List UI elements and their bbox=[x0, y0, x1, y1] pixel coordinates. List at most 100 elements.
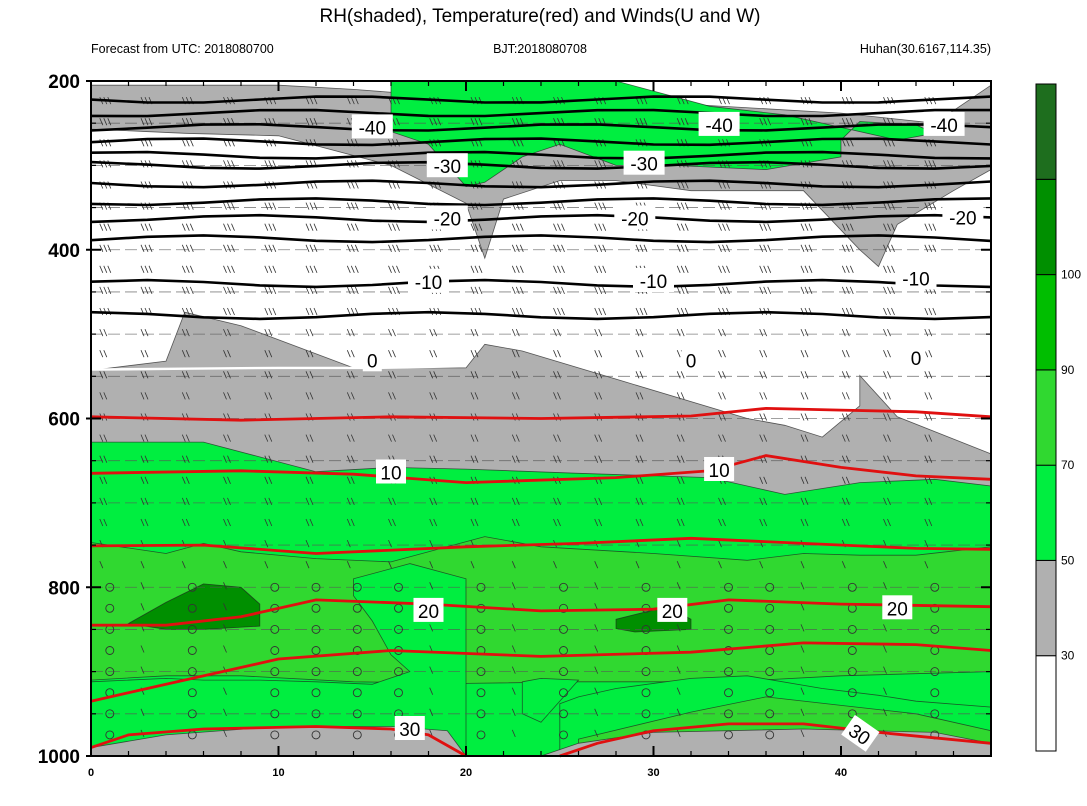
wind-barb bbox=[268, 392, 273, 400]
wind-barb bbox=[763, 371, 768, 379]
wind-barb bbox=[891, 223, 895, 231]
wind-barb bbox=[845, 118, 850, 126]
contour-label-box bbox=[942, 204, 984, 229]
wind-barb bbox=[474, 244, 479, 252]
isotherm-black bbox=[90, 150, 992, 160]
wind-barb bbox=[676, 434, 681, 442]
wind-barb bbox=[268, 434, 273, 442]
wind-barb bbox=[223, 160, 227, 168]
calm-wind-marker bbox=[105, 709, 115, 719]
wind-barb bbox=[676, 729, 681, 738]
wind-barb bbox=[928, 497, 933, 506]
wind-barb bbox=[392, 350, 396, 358]
wind-barb bbox=[107, 223, 112, 231]
x-tick-label: 40 bbox=[835, 767, 847, 779]
wind-barb bbox=[99, 476, 104, 484]
isotherm-red bbox=[90, 725, 467, 758]
wind-barb bbox=[313, 307, 318, 316]
wind-barb bbox=[388, 265, 392, 273]
wind-barb bbox=[103, 434, 108, 442]
wind-barb bbox=[474, 392, 479, 400]
wind-barb bbox=[845, 350, 850, 358]
wind-barb bbox=[511, 265, 516, 273]
wind-barb bbox=[602, 244, 607, 252]
wind-barb bbox=[635, 518, 640, 527]
wind-barb bbox=[181, 392, 186, 400]
wind-barb bbox=[181, 371, 186, 379]
wind-barb bbox=[928, 371, 933, 379]
wind-barb bbox=[231, 160, 235, 168]
wind-barb bbox=[676, 202, 681, 210]
contour-label: 30 bbox=[394, 716, 425, 741]
wind-barb bbox=[429, 624, 434, 632]
wind-barb bbox=[676, 392, 681, 400]
wind-barb bbox=[268, 286, 273, 295]
wind-barb bbox=[763, 518, 768, 527]
wind-barb bbox=[676, 624, 681, 632]
contour-label-box bbox=[426, 205, 468, 230]
isotherm-black bbox=[90, 310, 992, 321]
wind-barb bbox=[223, 603, 227, 611]
wind-barb bbox=[891, 286, 895, 295]
wind-barb bbox=[515, 350, 520, 358]
wind-barb bbox=[515, 392, 520, 400]
wind-barb bbox=[594, 518, 599, 527]
wind-barb bbox=[264, 497, 269, 506]
wind-barb bbox=[845, 286, 850, 295]
wind-barb bbox=[718, 413, 722, 421]
wind-barb bbox=[594, 328, 599, 337]
wind-barb bbox=[388, 350, 392, 358]
wind-barb bbox=[845, 328, 850, 337]
wind-barb bbox=[598, 265, 603, 273]
calm-wind-marker bbox=[559, 624, 568, 634]
isotherm-black bbox=[90, 197, 992, 207]
wind-barb bbox=[346, 539, 351, 548]
contour-labels: -40 -40 -40 -30 -30 -20 -20 -20 -10 -10 -10 0 0 0 10 10… bbox=[351, 111, 984, 752]
temperature-isotherms-black bbox=[90, 95, 992, 371]
wind-barb bbox=[845, 244, 850, 252]
wind-barb bbox=[144, 434, 149, 442]
wind-barb bbox=[433, 328, 438, 337]
wind-barb bbox=[227, 518, 231, 527]
wind-barb bbox=[887, 371, 891, 379]
wind-barb bbox=[223, 202, 227, 210]
contour-label-box bbox=[351, 114, 393, 139]
wind-barb bbox=[808, 244, 813, 252]
contour-label-box bbox=[408, 268, 449, 293]
wind-barb bbox=[680, 181, 685, 189]
wind-barb bbox=[181, 244, 186, 252]
colorbar-label: 70 bbox=[1061, 458, 1075, 472]
wind-barb bbox=[759, 476, 764, 484]
wind-barb bbox=[932, 160, 937, 168]
isotherm-black bbox=[90, 179, 992, 189]
wind-barb bbox=[185, 223, 190, 231]
wind-barb bbox=[511, 244, 516, 252]
calm-wind-marker bbox=[270, 709, 280, 719]
wind-barb bbox=[557, 455, 561, 463]
wind-barb bbox=[437, 244, 442, 252]
calm-wind-marker bbox=[559, 603, 568, 613]
wind-barb bbox=[185, 350, 190, 358]
wind-barb bbox=[264, 392, 269, 400]
wind-barb bbox=[841, 286, 846, 295]
wind-barb bbox=[800, 729, 805, 738]
wind-barb bbox=[602, 160, 607, 168]
wind-barb bbox=[598, 160, 603, 168]
wind-barb bbox=[722, 518, 726, 527]
wind-barb bbox=[185, 265, 190, 273]
wind-barb bbox=[841, 371, 846, 379]
wind-barb bbox=[515, 434, 520, 442]
wind-barb bbox=[924, 561, 929, 569]
wind-barb bbox=[676, 561, 681, 569]
wind-barb bbox=[557, 518, 561, 527]
wind-barb bbox=[515, 371, 520, 379]
wind-barb bbox=[346, 434, 351, 442]
wind-barb bbox=[305, 328, 310, 337]
wind-barb bbox=[429, 244, 434, 252]
wind-barb bbox=[392, 392, 396, 400]
wind-barb bbox=[470, 455, 475, 463]
wind-barb bbox=[684, 244, 689, 252]
wind-barb bbox=[223, 328, 227, 337]
colorbar-label: 100 bbox=[1061, 268, 1081, 282]
wind-barb bbox=[227, 392, 231, 400]
